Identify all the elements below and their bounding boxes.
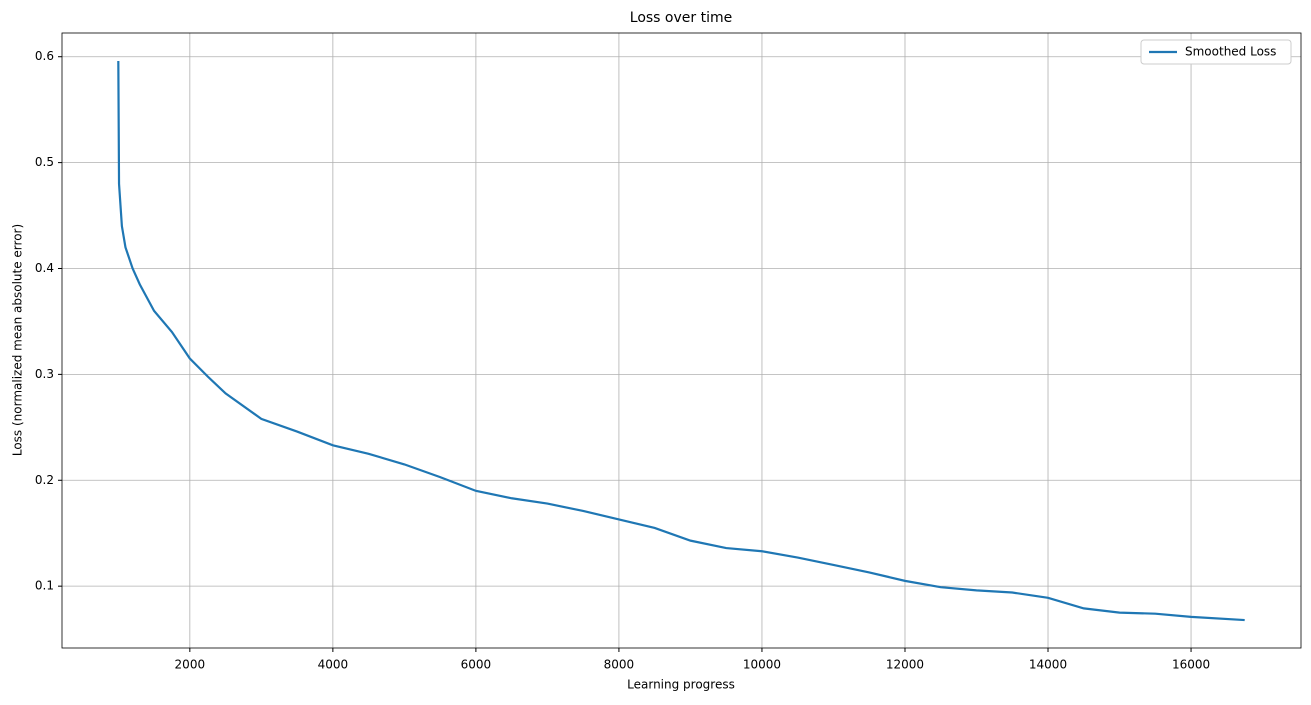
plot-frame bbox=[61, 32, 1302, 649]
x-tick-label: 2000 bbox=[175, 658, 206, 672]
x-tick-label: 10000 bbox=[743, 658, 781, 672]
x-tick-label: 12000 bbox=[886, 658, 924, 672]
y-tick-label: 0.4 bbox=[35, 261, 54, 275]
x-tick-label: 14000 bbox=[1029, 658, 1067, 672]
y-tick-label: 0.6 bbox=[35, 49, 54, 63]
legend-box bbox=[1140, 39, 1292, 65]
y-tick-label: 0.2 bbox=[35, 473, 54, 487]
x-tick-label: 16000 bbox=[1172, 658, 1210, 672]
legend-label: Smoothed Loss bbox=[1185, 45, 1276, 59]
x-tick-label: 6000 bbox=[461, 658, 492, 672]
x-axis-label: Learning progress bbox=[627, 678, 735, 692]
data-line bbox=[117, 60, 1245, 622]
y-tick-label: 0.3 bbox=[35, 367, 54, 381]
y-tick-label: 0.1 bbox=[35, 579, 54, 593]
y-axis-label: Loss (normalized mean absolute error) bbox=[11, 224, 25, 456]
x-tick-label: 4000 bbox=[318, 658, 349, 672]
x-tick-label: 8000 bbox=[604, 658, 635, 672]
chart-title: Loss over time bbox=[630, 10, 732, 26]
y-tick-label: 0.5 bbox=[35, 155, 54, 169]
